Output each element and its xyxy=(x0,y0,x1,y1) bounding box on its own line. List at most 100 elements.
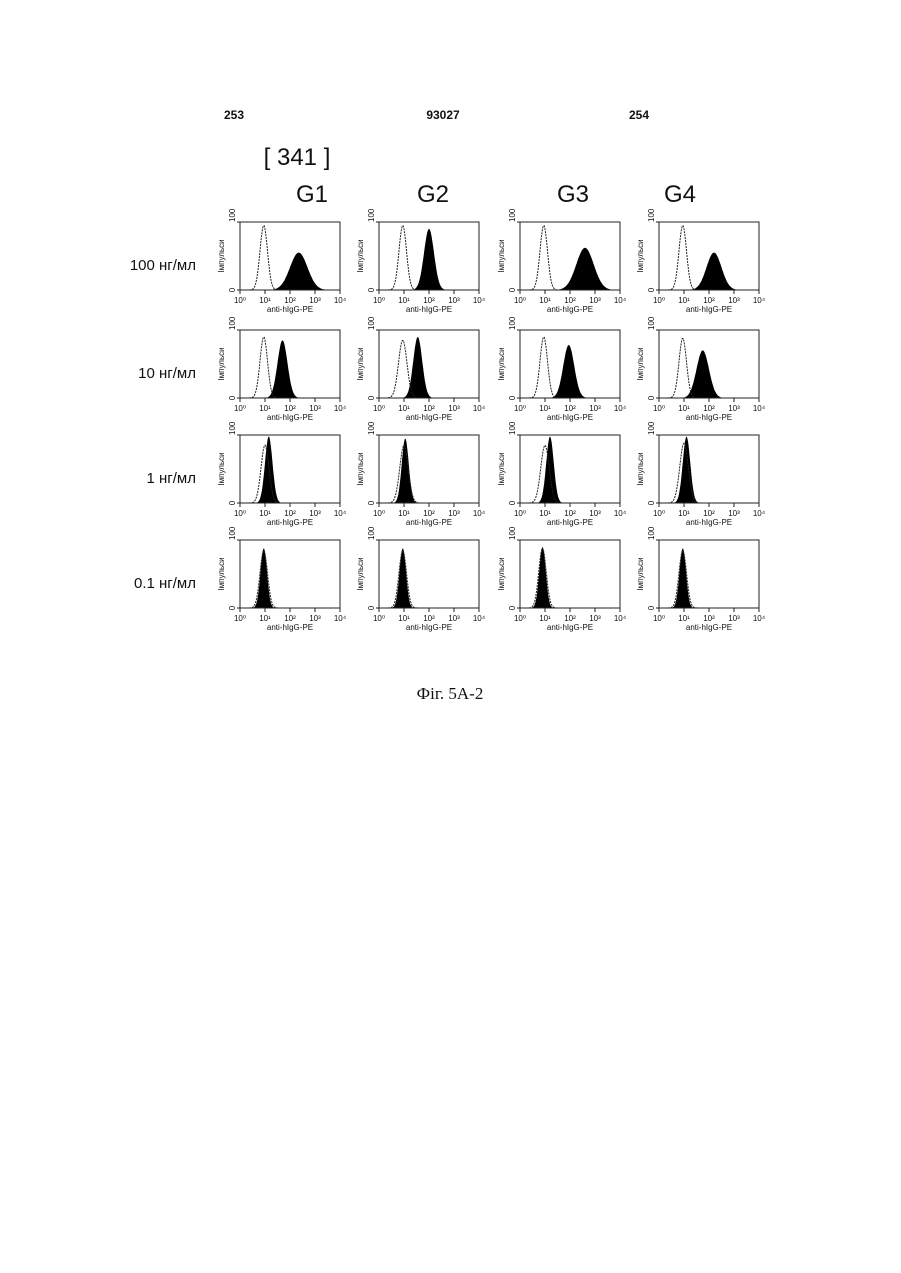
x-tick-label: 10⁴ xyxy=(753,296,766,305)
x-tick-label: 10⁰ xyxy=(653,509,665,518)
x-tick-label: 10⁰ xyxy=(373,296,385,305)
x-tick-label: 10² xyxy=(423,296,435,305)
y-tick-label: 0 xyxy=(508,500,517,505)
y-tick-label: 0 xyxy=(508,605,517,610)
x-tick-label: 10¹ xyxy=(678,614,690,623)
x-tick-label: 10¹ xyxy=(398,509,410,518)
y-tick-label: 100 xyxy=(367,208,376,222)
x-tick-label: 10¹ xyxy=(398,404,410,413)
filled-histogram xyxy=(520,345,620,398)
plot-frame xyxy=(659,435,759,503)
y-axis-label: Імпульси xyxy=(636,557,645,590)
y-tick-label: 0 xyxy=(647,395,656,400)
row-label: 10 нг/мл xyxy=(138,365,196,382)
filled-histogram xyxy=(520,436,620,503)
x-tick-label: 10⁴ xyxy=(753,509,766,518)
x-tick-label: 10² xyxy=(284,296,296,305)
filled-histogram xyxy=(520,248,620,290)
x-tick-label: 10³ xyxy=(589,296,601,305)
x-tick-label: 10² xyxy=(423,614,435,623)
x-tick-label: 10¹ xyxy=(539,404,551,413)
y-axis-label: Імпульси xyxy=(497,557,506,590)
open-histogram xyxy=(379,445,479,503)
x-tick-label: 10¹ xyxy=(678,296,690,305)
x-tick-label: 10² xyxy=(423,509,435,518)
y-axis-label: Імпульси xyxy=(497,347,506,380)
plot-frame xyxy=(379,540,479,608)
open-histogram xyxy=(379,551,479,608)
x-tick-label: 10⁴ xyxy=(473,404,486,413)
y-axis-label: Імпульси xyxy=(636,347,645,380)
column-label: G1 xyxy=(296,181,328,208)
open-histogram xyxy=(659,443,759,503)
open-histogram xyxy=(240,445,340,503)
open-histogram xyxy=(520,548,620,608)
filled-histogram xyxy=(240,340,340,398)
x-tick-label: 10⁴ xyxy=(614,404,627,413)
x-tick-label: 10³ xyxy=(728,614,740,623)
x-axis-label: anti-hIgG-PE xyxy=(547,305,593,314)
x-tick-label: 10² xyxy=(703,614,715,623)
x-axis-label: anti-hIgG-PE xyxy=(267,305,313,314)
row-label: 100 нг/мл xyxy=(130,257,196,274)
x-tick-label: 10² xyxy=(703,296,715,305)
open-histogram xyxy=(379,341,479,399)
y-tick-label: 0 xyxy=(508,287,517,292)
y-axis-label: Імпульси xyxy=(356,347,365,380)
row-label: 1 нг/мл xyxy=(147,470,197,487)
document-number: 93027 xyxy=(426,108,460,122)
y-tick-label: 0 xyxy=(508,395,517,400)
x-tick-label: 10³ xyxy=(448,509,460,518)
plot-frame xyxy=(240,435,340,503)
y-tick-label: 100 xyxy=(647,421,656,435)
y-tick-label: 0 xyxy=(228,500,237,505)
x-tick-label: 10⁰ xyxy=(653,404,665,413)
x-axis-label: anti-hIgG-PE xyxy=(406,413,452,422)
x-tick-label: 10¹ xyxy=(259,296,271,305)
x-tick-label: 10³ xyxy=(589,614,601,623)
x-tick-label: 10³ xyxy=(448,296,460,305)
x-axis-label: anti-hIgG-PE xyxy=(267,413,313,422)
x-tick-label: 10⁴ xyxy=(614,614,627,623)
x-tick-label: 10³ xyxy=(728,509,740,518)
y-axis-label: Імпульси xyxy=(636,239,645,272)
x-axis-label: anti-hIgG-PE xyxy=(686,518,732,527)
y-axis-label: Імпульси xyxy=(497,239,506,272)
y-tick-label: 100 xyxy=(508,421,517,435)
x-tick-label: 10⁰ xyxy=(234,404,246,413)
x-axis-label: anti-hIgG-PE xyxy=(686,413,732,422)
filled-histogram xyxy=(240,437,340,503)
plot-frame xyxy=(520,222,620,290)
x-tick-label: 10¹ xyxy=(259,509,271,518)
y-tick-label: 100 xyxy=(647,316,656,330)
x-tick-label: 10⁰ xyxy=(514,404,526,413)
x-tick-label: 10³ xyxy=(728,404,740,413)
x-tick-label: 10⁰ xyxy=(373,509,385,518)
plot-frame xyxy=(240,540,340,608)
x-tick-label: 10¹ xyxy=(678,509,690,518)
plot-frame xyxy=(379,330,479,398)
x-tick-label: 10⁴ xyxy=(614,296,627,305)
y-tick-label: 0 xyxy=(367,500,376,505)
x-tick-label: 10² xyxy=(564,404,576,413)
x-tick-label: 10¹ xyxy=(259,404,271,413)
x-axis-label: anti-hIgG-PE xyxy=(267,623,313,632)
plot-frame xyxy=(520,435,620,503)
y-tick-label: 0 xyxy=(228,395,237,400)
caption: Фіг. 5A-2 xyxy=(417,684,484,703)
filled-histogram xyxy=(379,549,479,608)
y-tick-label: 100 xyxy=(228,421,237,435)
open-histogram xyxy=(520,445,620,503)
x-axis-label: anti-hIgG-PE xyxy=(686,623,732,632)
x-tick-label: 10⁴ xyxy=(473,509,486,518)
x-tick-label: 10³ xyxy=(589,404,601,413)
x-tick-label: 10⁴ xyxy=(614,509,627,518)
x-tick-label: 10² xyxy=(284,404,296,413)
filled-histogram xyxy=(379,439,479,503)
filled-histogram xyxy=(379,337,479,398)
x-tick-label: 10² xyxy=(564,296,576,305)
x-tick-label: 10⁰ xyxy=(234,509,246,518)
x-tick-label: 10⁴ xyxy=(334,296,347,305)
x-tick-label: 10³ xyxy=(728,296,740,305)
row-label: 0.1 нг/мл xyxy=(134,575,196,592)
